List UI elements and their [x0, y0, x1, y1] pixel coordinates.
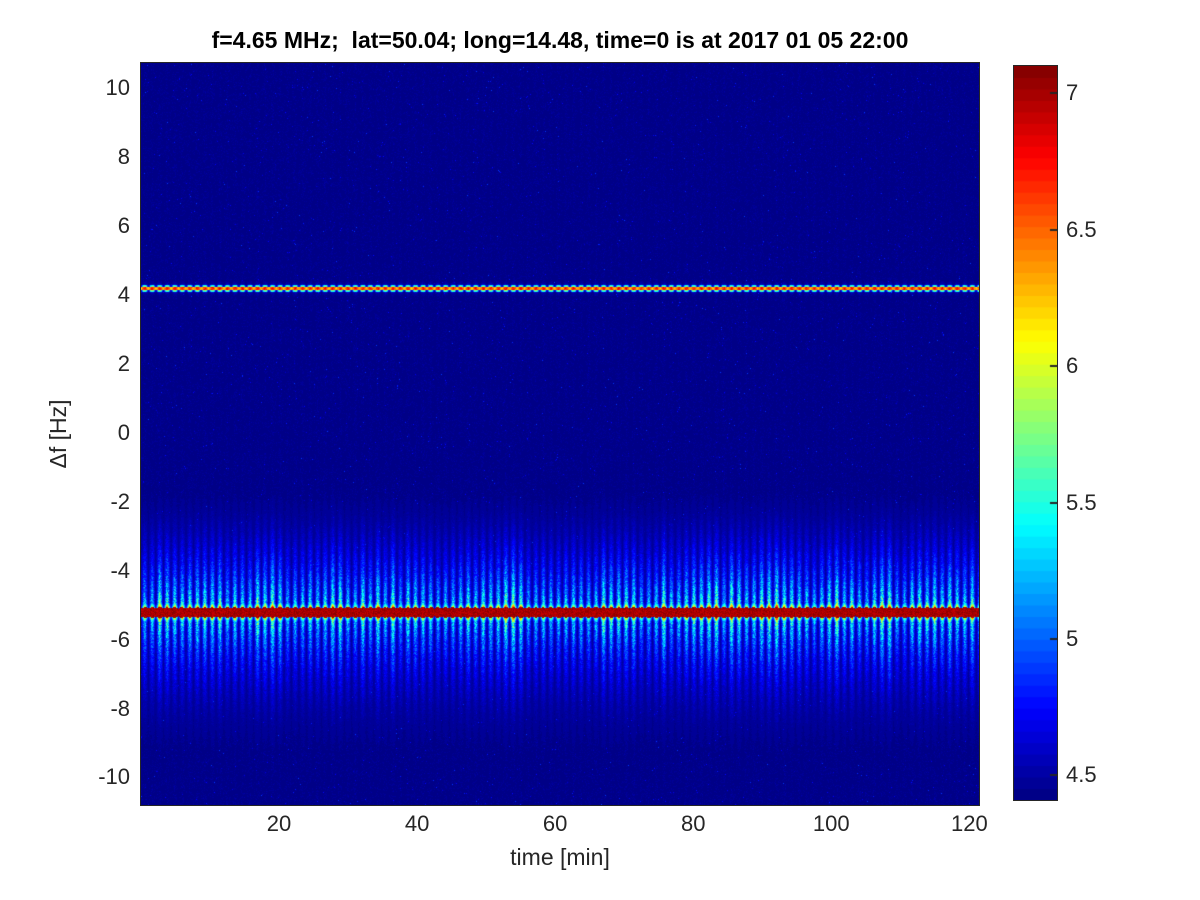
colorbar-tick-label: 5 — [1066, 626, 1079, 651]
colorbar-tick-label: 6 — [1066, 353, 1079, 379]
plot-title: f=4.65 MHz; lat=50.04; long=14.48, time=… — [211, 27, 909, 53]
x-tick-label: 100 — [812, 811, 850, 836]
colorbar-tick-label: 7 — [1066, 80, 1079, 106]
y-tick-label: -2 — [110, 488, 130, 514]
y-tick-label: -6 — [110, 626, 130, 652]
y-tick-label: 8 — [117, 144, 130, 170]
x-tick-label: 60 — [542, 811, 568, 836]
y-tick-label: -8 — [110, 695, 130, 721]
y-tick-label: 2 — [117, 350, 130, 376]
x-tick-label: 120 — [950, 811, 988, 836]
colorbar-tick-label: 5.5 — [1066, 489, 1097, 515]
y-tick-label: 6 — [117, 213, 130, 238]
y-tick-label: 10 — [105, 75, 130, 101]
x-tick-label: 40 — [404, 811, 430, 836]
x-axis-label: time [min] — [510, 844, 610, 870]
x-tick-label: 20 — [266, 811, 292, 836]
y-tick-label: 0 — [117, 419, 130, 445]
y-tick-label: -4 — [110, 557, 130, 583]
colorbar — [1013, 65, 1058, 801]
y-tick-label: -10 — [98, 764, 130, 790]
colorbar-tick-label: 4.5 — [1066, 762, 1097, 788]
colorbar-tick-label: 6.5 — [1066, 216, 1097, 242]
y-tick-label: 4 — [117, 281, 130, 307]
spectrogram-heatmap — [140, 62, 980, 806]
x-tick-label: 80 — [680, 811, 706, 836]
